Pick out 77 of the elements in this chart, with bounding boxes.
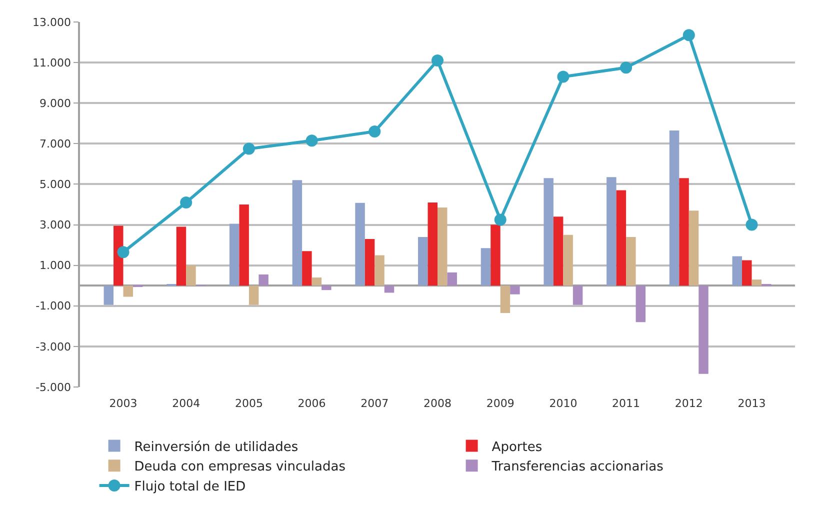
bar xyxy=(322,286,332,290)
bar xyxy=(553,216,564,286)
legend-label: Aportes xyxy=(492,440,542,455)
bar xyxy=(364,238,375,286)
y-tick-label: -5.000 xyxy=(36,380,72,394)
bar xyxy=(239,204,249,286)
bar xyxy=(176,226,186,286)
y-tick-label: 13.000 xyxy=(32,16,72,29)
point xyxy=(620,62,632,74)
point xyxy=(746,218,758,231)
legend-label: Flujo total de IED xyxy=(134,480,246,495)
bar xyxy=(679,178,689,286)
x-tick-label: 2007 xyxy=(360,397,389,410)
legend-label: Reinversión de utilidades xyxy=(134,440,298,455)
point xyxy=(682,29,695,42)
bar xyxy=(732,256,742,286)
x-tick-label: 2005 xyxy=(234,397,263,410)
bar xyxy=(384,286,394,293)
bar xyxy=(636,286,646,322)
point xyxy=(432,54,444,67)
point xyxy=(117,246,130,258)
bar xyxy=(123,286,133,297)
bar xyxy=(742,260,752,286)
x-tick-label: 2008 xyxy=(424,397,452,410)
bar xyxy=(698,286,708,374)
bar xyxy=(374,255,384,286)
x-tick-label: 2012 xyxy=(674,397,703,410)
x-tick-label: 2006 xyxy=(298,397,326,410)
bar xyxy=(669,130,680,286)
y-tick-label: 5.000 xyxy=(40,178,72,192)
bar xyxy=(626,236,636,286)
y-tick-label: -1.000 xyxy=(36,300,72,313)
bar xyxy=(490,224,500,286)
bar xyxy=(186,265,196,286)
legend-label: Transferencias accionarias xyxy=(490,460,664,475)
y-tick-label: 7.000 xyxy=(40,138,72,151)
bar xyxy=(510,286,520,294)
bar xyxy=(563,234,573,286)
x-tick-label: 2009 xyxy=(486,397,514,410)
bar xyxy=(104,286,114,305)
x-tick-label: 2010 xyxy=(549,397,578,410)
point xyxy=(180,196,192,208)
bar xyxy=(292,180,302,286)
bar xyxy=(447,272,457,286)
x-tick-label: 2011 xyxy=(612,397,640,410)
bar xyxy=(428,202,438,286)
bar xyxy=(438,208,448,286)
point xyxy=(494,214,506,226)
bar xyxy=(688,210,699,286)
point xyxy=(557,70,570,83)
point xyxy=(242,142,255,155)
bar xyxy=(544,178,554,286)
bar xyxy=(480,248,491,286)
point xyxy=(368,126,381,138)
bar xyxy=(229,224,240,286)
x-tick-label: 2004 xyxy=(172,397,200,410)
y-tick-label: 1.000 xyxy=(40,259,72,272)
bar xyxy=(248,286,259,305)
y-tick-label: 3.000 xyxy=(40,218,72,232)
bar xyxy=(500,286,510,313)
legend-label: Deuda con empresas vinculadas xyxy=(134,460,346,475)
bar xyxy=(606,177,616,286)
bar xyxy=(114,226,124,286)
bar xyxy=(616,190,626,286)
point xyxy=(306,134,318,147)
bar xyxy=(752,280,762,286)
bar xyxy=(572,286,583,305)
x-tick-label: 2013 xyxy=(738,397,766,410)
bar xyxy=(258,274,268,286)
bar xyxy=(302,251,312,286)
y-tick-label: 11.000 xyxy=(32,56,72,70)
bar xyxy=(355,202,365,286)
bar xyxy=(312,278,322,286)
x-tick-label: 2003 xyxy=(109,397,138,410)
y-tick-label: 9.000 xyxy=(40,96,72,110)
bar xyxy=(418,236,428,286)
y-tick-label: -3.000 xyxy=(36,340,72,354)
